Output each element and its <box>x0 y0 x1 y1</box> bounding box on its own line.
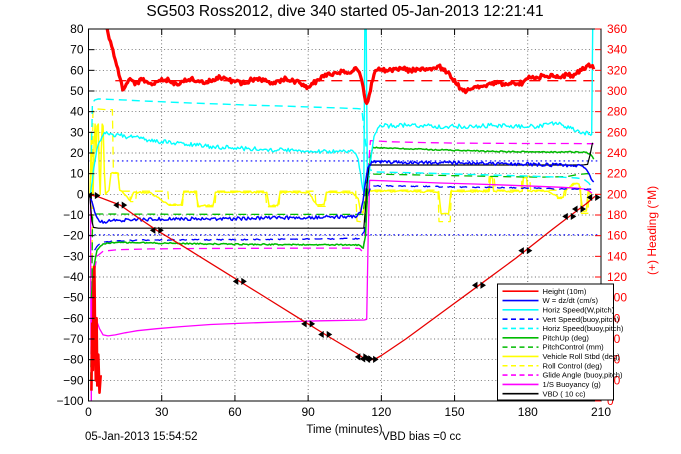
x-tick-label: 90 <box>301 405 315 419</box>
plot-title: SG503 Ross2012, dive 340 started 05-Jan-… <box>146 3 544 20</box>
legend-entry-label: PitchUp (deg) <box>543 333 590 342</box>
series-heading_early <box>90 265 102 394</box>
y-right-tick-label: 320 <box>607 63 627 77</box>
x-tick-label: 0 <box>85 405 92 419</box>
x-tick-label: 180 <box>518 405 538 419</box>
y-left-tick-label: 80 <box>70 22 84 36</box>
series-vbd <box>89 142 594 229</box>
legend-entry-label: Roll Control (deg) <box>543 361 603 370</box>
legend: Height (10m)W = dz/dt (cm/s)Horiz Speed(… <box>497 283 624 401</box>
y-left-tick-label: 0 <box>77 187 84 201</box>
legend-entry-label: Height (10m) <box>543 287 587 296</box>
series-horiz_speed_buoy <box>90 98 594 189</box>
y-left-tick-label: −100 <box>56 394 83 408</box>
x-tick-label: 120 <box>371 405 391 419</box>
right-axis-label: (+) Heading (°M) <box>645 185 659 275</box>
legend-entry-label: 1/S Buoyancy (g) <box>543 380 602 389</box>
x-tick-label: 30 <box>155 405 169 419</box>
y-left-tick-label: 70 <box>70 43 84 57</box>
y-left-tick-label: −70 <box>63 332 84 346</box>
x-tick-label: 150 <box>445 405 465 419</box>
y-right-tick-label: 120 <box>607 270 627 284</box>
y-right-tick-label: 140 <box>607 249 627 263</box>
y-right-tick-label: 160 <box>607 229 627 243</box>
y-left-tick-label: 10 <box>70 167 84 181</box>
y-left-tick-label: −40 <box>63 270 84 284</box>
series-glide_angle <box>90 139 594 309</box>
y-right-tick-label: 280 <box>607 105 627 119</box>
y-left-tick-label: −50 <box>63 291 84 305</box>
series-roll_control <box>91 108 590 340</box>
y-left-tick-label: −90 <box>63 373 84 387</box>
legend-entry-label: Glide Angle (buoy,pitch) <box>543 371 624 380</box>
legend-entry-label: VBD ( 10 cc) <box>543 389 587 398</box>
y-right-tick-label: 340 <box>607 43 627 57</box>
height-markers <box>88 191 601 364</box>
x-axis-label: Time (minutes) <box>306 424 383 436</box>
vbd-bias-annotation: VBD bias =0 cc <box>382 431 461 443</box>
y-left-tick-label: −10 <box>63 208 84 222</box>
y-right-tick-label: 360 <box>607 22 627 36</box>
y-left-tick-label: 50 <box>70 84 84 98</box>
legend-entry-label: Vert Speed(buoy,pitch) <box>543 315 620 324</box>
x-tick-label: 210 <box>591 405 611 419</box>
y-right-tick-label: 220 <box>607 167 627 181</box>
series-pitch_up <box>90 146 595 298</box>
y-right-tick-label: 180 <box>607 208 627 222</box>
timestamp-annotation: 05-Jan-2013 15:54:52 <box>85 431 198 443</box>
y-right-tick-label: 260 <box>607 125 627 139</box>
legend-entry-label: Vehicle Roll Stbd (deg) <box>543 352 621 361</box>
legend-entry-label: PitchControl (mm) <box>543 343 605 352</box>
legend-entry-label: W = dz/dt (cm/s) <box>543 296 599 305</box>
y-right-tick-label: 200 <box>607 187 627 201</box>
y-right-tick-label: 0 <box>607 394 614 408</box>
y-left-tick-label: 40 <box>70 105 84 119</box>
y-left-tick-label: −20 <box>63 229 84 243</box>
y-left-tick-label: −30 <box>63 249 84 263</box>
series-w_dzdt <box>88 159 595 224</box>
series-heading <box>105 29 596 105</box>
y-left-tick-label: −80 <box>63 353 84 367</box>
y-left-tick-label: −60 <box>63 311 84 325</box>
legend-entry-label: Horiz Speed(buoy,pitch) <box>543 324 624 333</box>
series-vehicle_roll <box>89 123 592 215</box>
x-tick-label: 60 <box>228 405 242 419</box>
legend-entry-label: Horiz Speed(W,pitch) <box>543 305 615 314</box>
series-vert_speed_buoy <box>94 184 592 251</box>
series-horiz_speed_w <box>89 29 594 195</box>
y-right-tick-label: 300 <box>607 84 627 98</box>
y-left-tick-label: 60 <box>70 63 84 77</box>
y-left-tick-label: 30 <box>70 125 84 139</box>
y-left-tick-label: 20 <box>70 146 84 160</box>
y-right-tick-label: 240 <box>607 146 627 160</box>
